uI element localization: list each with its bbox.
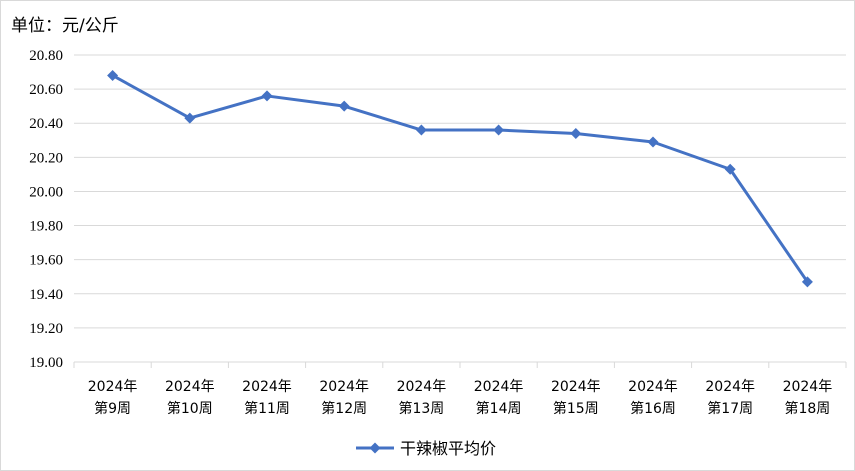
data-point-marker bbox=[493, 124, 505, 136]
legend-label: 干辣椒平均价 bbox=[400, 439, 496, 458]
x-tick-label-week: 第18周 bbox=[784, 400, 830, 417]
y-tick-label: 19.60 bbox=[29, 253, 63, 269]
data-point-marker bbox=[801, 276, 813, 288]
y-tick-label: 19.00 bbox=[29, 355, 63, 371]
y-tick-label: 20.40 bbox=[29, 116, 63, 132]
series-line bbox=[111, 74, 809, 283]
x-tick-label-week: 第11周 bbox=[244, 400, 290, 417]
x-tick-label-week: 第9周 bbox=[94, 400, 131, 417]
data-point-marker bbox=[184, 112, 196, 124]
x-tick-label-year: 2024年 bbox=[165, 379, 215, 395]
x-tick-label-week: 第12周 bbox=[321, 400, 367, 417]
data-point-marker bbox=[415, 124, 427, 136]
x-tick-label-year: 2024年 bbox=[628, 379, 678, 395]
data-point-marker bbox=[261, 90, 273, 102]
data-point-marker bbox=[338, 100, 350, 112]
x-tick-label-year: 2024年 bbox=[397, 379, 447, 395]
x-tick-label-year: 2024年 bbox=[242, 379, 292, 395]
x-tick-label-year: 2024年 bbox=[474, 379, 524, 395]
y-tick-label: 20.60 bbox=[29, 82, 63, 98]
x-tick-label-year: 2024年 bbox=[783, 379, 833, 395]
data-point-marker bbox=[570, 127, 582, 139]
y-tick-label: 19.20 bbox=[29, 321, 63, 337]
y-tick-label: 19.80 bbox=[29, 219, 63, 235]
data-point-marker bbox=[724, 163, 736, 175]
y-tick-label: 20.20 bbox=[29, 150, 63, 166]
unit-label: 单位：元/公斤 bbox=[11, 16, 119, 36]
x-tick-label-week: 第14周 bbox=[476, 400, 522, 417]
y-tick-label: 19.40 bbox=[29, 287, 63, 303]
y-tick-label: 20.00 bbox=[29, 184, 63, 200]
x-tick-label-year: 2024年 bbox=[551, 379, 601, 395]
x-tick-label-year: 2024年 bbox=[705, 379, 755, 395]
data-point-marker bbox=[107, 69, 119, 81]
x-tick-label-week: 第13周 bbox=[398, 400, 444, 417]
x-tick-label-week: 第15周 bbox=[553, 400, 599, 417]
x-tick-label-week: 第17周 bbox=[707, 400, 753, 417]
x-tick-label-year: 2024年 bbox=[88, 379, 138, 395]
x-tick-label-week: 第10周 bbox=[167, 400, 213, 417]
data-point-marker bbox=[647, 136, 659, 148]
x-tick-label-year: 2024年 bbox=[319, 379, 369, 395]
x-tick-label-week: 第16周 bbox=[630, 400, 676, 417]
y-tick-label: 20.80 bbox=[29, 48, 63, 64]
legend-marker bbox=[369, 442, 381, 454]
